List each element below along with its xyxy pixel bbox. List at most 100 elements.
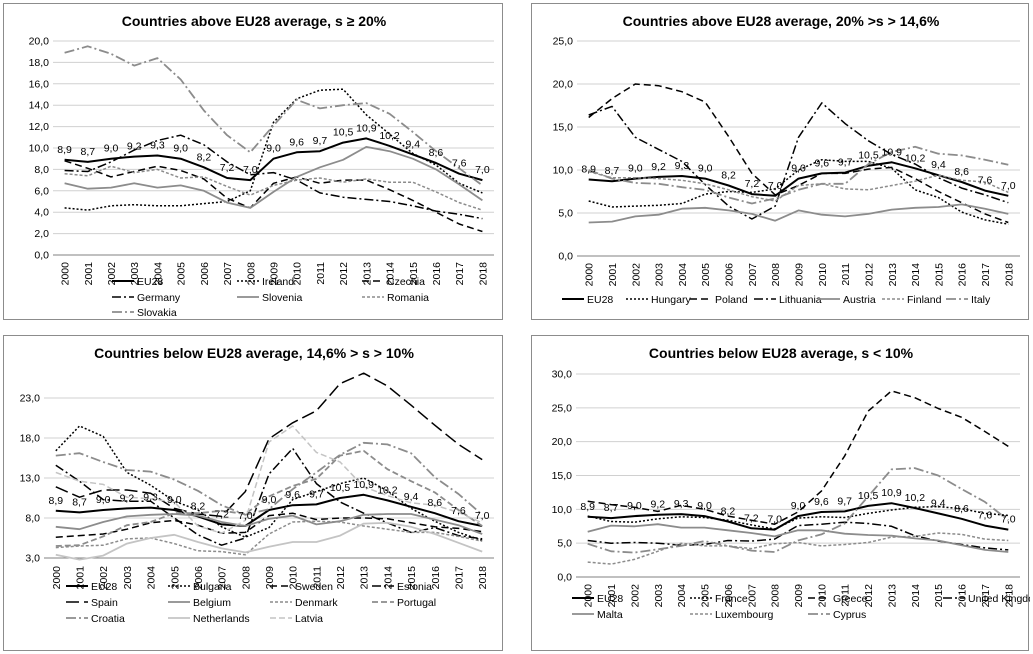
x-tick-label: 2000	[584, 263, 596, 287]
y-tick-label: 25,0	[553, 36, 574, 48]
legend-label-ireland: Ireland	[262, 276, 294, 288]
series-line-italy	[588, 145, 1009, 205]
legend-label-eu28: EU28	[587, 294, 613, 306]
series-line-malta	[587, 523, 1009, 553]
legend-label-greece: Greece	[833, 593, 868, 605]
x-tick-label: 2018	[477, 262, 489, 286]
x-tick-label: 2003	[654, 263, 666, 287]
y-tick-label: 15,0	[553, 122, 574, 134]
data-label: 8,2	[197, 151, 212, 163]
x-tick-label: 2008	[240, 566, 252, 590]
series-line-cyprus	[587, 467, 1009, 554]
x-tick-label: 2010	[817, 263, 829, 287]
y-tick-label: 15,0	[552, 470, 573, 482]
x-tick-label: 2002	[98, 566, 110, 590]
data-label: 8,7	[72, 496, 87, 508]
chart-svg-above-14-6: Countries above EU28 average, 20% >s > 1…	[553, 13, 1020, 306]
x-tick-label: 2014	[382, 566, 394, 590]
y-tick-label: 20,0	[553, 79, 574, 91]
data-label: 7,2	[744, 512, 759, 524]
series-line-spain	[55, 372, 483, 518]
data-label: 10,2	[905, 492, 926, 504]
data-label: 8,9	[580, 501, 595, 513]
x-tick-label: 2008	[770, 584, 782, 608]
data-label: 8,9	[581, 163, 596, 175]
data-label: 9,4	[404, 491, 419, 503]
series-line-ireland	[64, 88, 483, 211]
legend-label-germany: Germany	[137, 292, 181, 304]
data-label: 9,3	[674, 498, 689, 510]
data-label: 9,0	[104, 143, 119, 155]
data-label: 7,2	[214, 508, 229, 520]
data-label: 10,5	[333, 127, 354, 139]
chart-svg-below-10: Countries below EU28 average, s < 10% 0,0…	[552, 345, 1030, 621]
y-tick-label: 10,0	[29, 143, 50, 155]
series-line-germany	[64, 134, 483, 220]
data-label: 9,0	[628, 163, 643, 175]
data-label: 9,0	[697, 500, 712, 512]
x-tick-label: 2015	[406, 566, 418, 590]
x-tick-label: 2001	[607, 263, 619, 287]
y-tick-label: 23,0	[20, 393, 41, 405]
series-line-united-kingdom	[587, 521, 1009, 551]
data-label: 9,7	[838, 157, 853, 169]
data-label: 7,0	[1001, 514, 1016, 526]
y-tick-label: 5,0	[558, 208, 573, 220]
data-label: 9,3	[143, 492, 158, 504]
data-label: 9,6	[285, 489, 300, 501]
series-line-romania	[64, 165, 483, 211]
legend-label-eu28: EU28	[137, 276, 163, 288]
y-tick-label: 5,0	[557, 538, 572, 550]
y-tick-label: 8,0	[25, 513, 40, 525]
data-label: 7,2	[220, 162, 235, 174]
x-tick-label: 2010	[292, 262, 304, 286]
data-label: 10,2	[905, 152, 926, 164]
legend-label-croatia: Croatia	[91, 613, 125, 625]
y-tick-label: 12,0	[29, 121, 50, 133]
x-tick-label: 2015	[408, 262, 420, 286]
data-label: 9,0	[698, 163, 713, 175]
x-tick-label: 2018	[1003, 584, 1015, 608]
x-tick-label: 2012	[863, 263, 875, 287]
legend-label-belgium: Belgium	[193, 597, 231, 609]
data-label: 9,0	[167, 494, 182, 506]
legend-label-lithuania: Lithuania	[779, 294, 822, 306]
data-label: 9,0	[266, 143, 281, 155]
x-tick-label: 2016	[431, 262, 443, 286]
data-label: 9,0	[627, 500, 642, 512]
legend-label-romania: Romania	[387, 292, 429, 304]
x-tick-label: 2007	[222, 262, 234, 286]
data-label: 9,4	[405, 138, 420, 150]
x-tick-label: 2016	[957, 263, 969, 287]
series-line-austria	[588, 203, 1009, 224]
x-tick-label: 2006	[723, 584, 735, 608]
series-line-sweden	[55, 512, 483, 538]
series-line-croatia	[55, 441, 483, 516]
y-tick-label: 3,0	[25, 553, 40, 565]
series-line-belgium	[55, 513, 483, 535]
x-tick-label: 2018	[1003, 263, 1015, 287]
data-label: 9,4	[931, 159, 946, 171]
series-line-greece	[587, 390, 1009, 525]
data-label: 7,2	[745, 178, 760, 190]
x-tick-label: 2012	[335, 566, 347, 590]
x-tick-label: 2003	[129, 262, 141, 286]
x-tick-label: 2013	[361, 262, 373, 286]
y-tick-label: 0,0	[34, 250, 49, 262]
x-tick-label: 2013	[886, 584, 898, 608]
series-line-lithuania	[588, 102, 1009, 220]
data-label: 8,7	[605, 165, 620, 177]
y-tick-label: 0,0	[558, 251, 573, 263]
data-label: 9,0	[262, 494, 277, 506]
x-tick-label: 2014	[910, 263, 922, 287]
data-label: 9,3	[675, 160, 690, 172]
legend-label-denmark: Denmark	[295, 597, 338, 609]
x-tick-label: 2005	[700, 584, 712, 608]
chart-title: Countries below EU28 average, 14,6% > s …	[94, 345, 414, 361]
data-label: 9,2	[650, 499, 665, 511]
x-tick-label: 2011	[315, 262, 327, 285]
legend-label-estonia: Estonia	[397, 581, 432, 593]
legend-label-eu28: EU28	[91, 581, 117, 593]
x-tick-label: 2018	[477, 566, 489, 590]
x-tick-label: 2013	[887, 263, 899, 287]
